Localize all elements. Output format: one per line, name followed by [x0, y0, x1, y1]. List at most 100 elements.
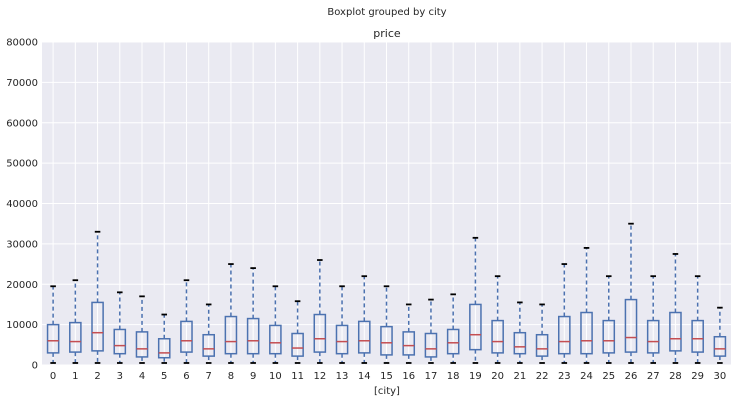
box-city-16: [402, 303, 416, 364]
x-axis-ticks: 0 1 2 3 4 5 6 7 8 9 10 11 12 13 14 15 16 17 18 19 20 21 22 23 24…: [50, 371, 726, 382]
x-tick-label: 0: [50, 371, 56, 382]
x-tick-label: 22: [536, 371, 549, 382]
box-city-28: [669, 253, 682, 364]
x-tick-label: 5: [161, 371, 167, 382]
box-city-23: [558, 263, 571, 364]
box-city-20: [491, 275, 504, 364]
box-city-10: [269, 285, 282, 364]
iqr-box: [357, 320, 371, 354]
chart-title: price: [373, 27, 401, 40]
x-tick-label: 8: [228, 371, 234, 382]
box-city-14: [357, 275, 371, 364]
iqr-box: [669, 311, 682, 352]
y-tick-label: 60000: [6, 118, 38, 129]
box-city-11: [291, 300, 304, 364]
iqr-box: [624, 298, 638, 353]
x-axis-label: [city]: [374, 386, 400, 397]
iqr-box: [535, 333, 549, 357]
y-tick-label: 80000: [6, 38, 38, 49]
iqr-box: [424, 332, 438, 358]
x-tick-label: 21: [513, 371, 526, 382]
iqr-box: [558, 315, 571, 355]
iqr-box: [402, 331, 416, 356]
box-city-13: [335, 285, 349, 364]
y-axis-ticks: 0 10000 20000 30000 40000 50000 60000 70000 8000…: [6, 38, 38, 372]
figure-suptitle: Boxplot grouped by city: [327, 7, 446, 18]
x-tick-label: 9: [250, 371, 256, 382]
x-tick-label: 14: [358, 371, 371, 382]
iqr-box: [157, 338, 171, 359]
iqr-box: [602, 319, 616, 354]
x-tick-label: 4: [139, 371, 145, 382]
iqr-box: [469, 303, 482, 351]
x-tick-label: 2: [94, 371, 100, 382]
x-tick-label: 20: [491, 371, 504, 382]
box-city-18: [446, 293, 460, 364]
x-tick-label: 10: [269, 371, 282, 382]
y-tick-label: 70000: [6, 78, 38, 89]
iqr-box: [646, 319, 660, 354]
x-tick-label: 11: [291, 371, 304, 382]
iqr-box: [46, 323, 60, 354]
x-tick-label: 23: [558, 371, 571, 382]
box-city-29: [691, 275, 704, 364]
x-tick-label: 28: [669, 371, 682, 382]
iqr-box: [713, 335, 727, 357]
x-tick-label: 24: [580, 371, 593, 382]
x-tick-label: 13: [336, 371, 349, 382]
box-city-1: [69, 279, 82, 364]
box-city-27: [646, 275, 660, 364]
box-city-7: [202, 303, 216, 364]
box-city-0: [46, 285, 60, 364]
iqr-box: [91, 301, 104, 352]
x-tick-label: 7: [206, 371, 212, 382]
iqr-box: [380, 325, 393, 356]
x-tick-label: 29: [691, 371, 704, 382]
iqr-box: [335, 324, 349, 355]
box-city-19: [469, 236, 482, 364]
box-city-26: [624, 222, 638, 364]
iqr-box: [291, 332, 304, 357]
x-tick-label: 3: [117, 371, 123, 382]
y-tick-label: 40000: [6, 199, 38, 210]
x-tick-label: 19: [469, 371, 482, 382]
iqr-box: [313, 313, 327, 353]
box-city-4: [135, 295, 149, 364]
iqr-box: [580, 311, 593, 355]
box-city-17: [424, 298, 438, 364]
iqr-box: [491, 319, 504, 354]
iqr-box: [246, 317, 260, 355]
x-tick-label: 17: [425, 371, 438, 382]
iqr-box: [691, 319, 704, 353]
box-city-2: [91, 230, 104, 364]
y-tick-label: 10000: [6, 320, 38, 331]
box-city-8: [224, 263, 238, 364]
x-tick-label: 30: [714, 371, 727, 382]
y-tick-label: 0: [32, 361, 38, 372]
box-city-6: [180, 279, 193, 364]
x-tick-label: 16: [402, 371, 415, 382]
iqr-box: [180, 320, 193, 353]
box-city-25: [602, 275, 616, 364]
box-city-24: [580, 247, 593, 364]
box-series: [46, 222, 727, 364]
iqr-box: [224, 315, 238, 355]
iqr-box: [446, 328, 460, 355]
y-tick-label: 30000: [6, 239, 38, 250]
x-tick-label: 25: [602, 371, 615, 382]
x-tick-label: 15: [380, 371, 393, 382]
iqr-box: [269, 324, 282, 355]
box-city-30: [713, 306, 727, 364]
x-tick-label: 12: [313, 371, 326, 382]
x-tick-label: 27: [647, 371, 660, 382]
box-city-22: [535, 303, 549, 364]
x-tick-label: 1: [72, 371, 78, 382]
x-tick-label: 6: [183, 371, 189, 382]
iqr-box: [202, 333, 216, 357]
x-tick-label: 18: [447, 371, 460, 382]
iqr-box: [135, 331, 149, 358]
box-city-3: [113, 291, 127, 364]
y-tick-label: 50000: [6, 159, 38, 170]
box-city-12: [313, 259, 327, 364]
